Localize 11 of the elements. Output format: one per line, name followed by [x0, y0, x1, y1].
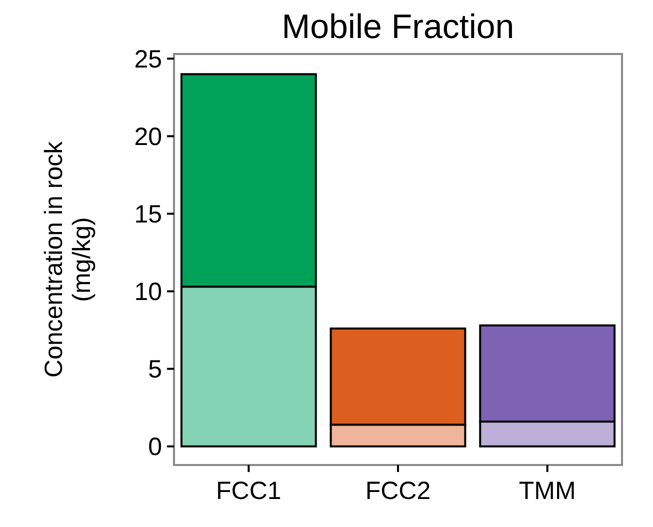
x-tick-label: FCC2	[365, 477, 431, 505]
y-tick-label: 25	[134, 45, 162, 74]
x-tick-label: TMM	[518, 477, 576, 505]
y-tick-label: 15	[134, 200, 162, 228]
y-tick-label: 0	[148, 433, 162, 462]
y-tick-label: 10	[134, 278, 162, 306]
x-tick-label: FCC1	[216, 477, 282, 505]
chart-title: Mobile Fraction	[282, 8, 514, 46]
y-axis-title: Concentration in rock (mg/kg)	[40, 140, 96, 378]
y-tick-label: 5	[148, 356, 162, 384]
y-tick-label: 20	[134, 122, 162, 151]
